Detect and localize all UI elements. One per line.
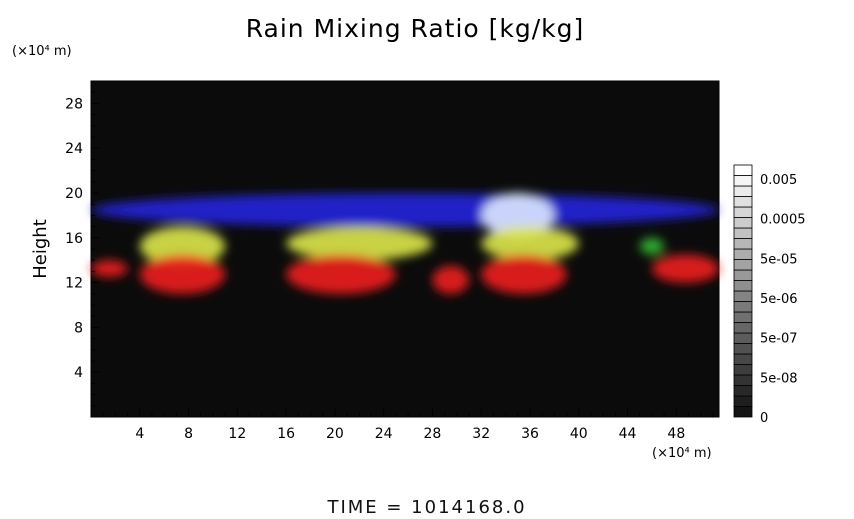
x-tick-label: 16 — [277, 426, 295, 442]
x-tick-label: 8 — [184, 426, 193, 442]
y-tick-label: 8 — [74, 320, 83, 336]
y-axis-label: Height — [30, 219, 51, 279]
x-tick-label: 48 — [667, 426, 685, 442]
colorbar-label: 0 — [760, 411, 768, 426]
y-tick-label: 4 — [74, 365, 83, 381]
y-tick-label: 16 — [65, 231, 83, 247]
data-region-green — [639, 237, 665, 255]
data-region-blue — [91, 193, 719, 227]
time-label: TIME = 1014168.0 — [327, 497, 527, 518]
x-tick-label: 24 — [375, 426, 393, 442]
colorbar-step — [733, 395, 753, 407]
x-axis-unit: (×10⁴ m) — [652, 446, 712, 461]
colorbar-step — [733, 196, 753, 208]
colorbar-step — [733, 290, 753, 302]
data-region-white — [481, 193, 555, 238]
chart-title: Rain Mixing Ratio [kg/kg] — [245, 14, 585, 43]
data-region-yellow — [481, 226, 579, 261]
colorbar-step — [733, 343, 753, 355]
colorbar-label: 5e-05 — [760, 252, 798, 267]
colorbar-step — [733, 248, 753, 260]
colorbar-step — [733, 259, 753, 271]
colorbar-step — [733, 164, 753, 176]
data-region-red — [286, 254, 396, 294]
y-axis: 4 8 12 16 20 24 28 — [65, 91, 99, 407]
x-tick-label: 40 — [570, 426, 588, 442]
data-region-yellow — [139, 226, 226, 266]
colorbar-step — [733, 322, 753, 334]
colorbar-step — [733, 353, 753, 365]
data-region-red — [651, 254, 719, 283]
data-region-red — [139, 254, 226, 294]
y-tick-label: 12 — [65, 276, 83, 292]
x-tick-label: 20 — [326, 426, 344, 442]
colorbar-step — [733, 227, 753, 239]
data-region-red — [432, 265, 470, 294]
colorbar-step — [733, 406, 753, 418]
colorbar: 0.005 0.0005 5e-05 5e-06 5e-07 5e-08 0 — [733, 164, 806, 426]
colorbar-step — [733, 185, 753, 197]
colorbar-step — [733, 301, 753, 313]
colorbar-step — [733, 175, 753, 187]
y-tick-label: 28 — [65, 96, 83, 112]
y-tick-label: 20 — [65, 186, 83, 202]
colorbar-step — [733, 364, 753, 376]
x-tick-label: 36 — [521, 426, 539, 442]
data-region-red — [91, 260, 128, 277]
x-axis: 4 8 12 16 20 24 28 32 36 40 44 48 — [102, 409, 714, 442]
colorbar-label: 5e-06 — [760, 292, 798, 307]
colorbar-step — [733, 374, 753, 386]
data-region-red — [481, 254, 567, 294]
colorbar-step — [733, 280, 753, 292]
x-tick-label: 12 — [228, 426, 246, 442]
y-axis-unit: (×10⁴ m) — [12, 44, 72, 59]
colorbar-step — [733, 311, 753, 323]
x-tick-label: 28 — [424, 426, 442, 442]
colorbar-step — [733, 206, 753, 218]
colorbar-step — [733, 238, 753, 250]
x-tick-label: 44 — [619, 426, 637, 442]
colorbar-step — [733, 217, 753, 229]
colorbar-step — [733, 332, 753, 344]
x-tick-label: 4 — [135, 426, 144, 442]
data-region-yellow — [286, 226, 433, 261]
colorbar-label: 5e-07 — [760, 332, 798, 347]
colorbar-step — [733, 269, 753, 281]
colorbar-label: 5e-08 — [760, 371, 798, 386]
colorbar-label: 0.005 — [760, 173, 797, 188]
x-tick-label: 32 — [472, 426, 490, 442]
colorbar-step — [733, 385, 753, 397]
colorbar-label: 0.0005 — [760, 213, 806, 228]
data-regions — [91, 193, 719, 294]
y-tick-label: 24 — [65, 141, 83, 157]
